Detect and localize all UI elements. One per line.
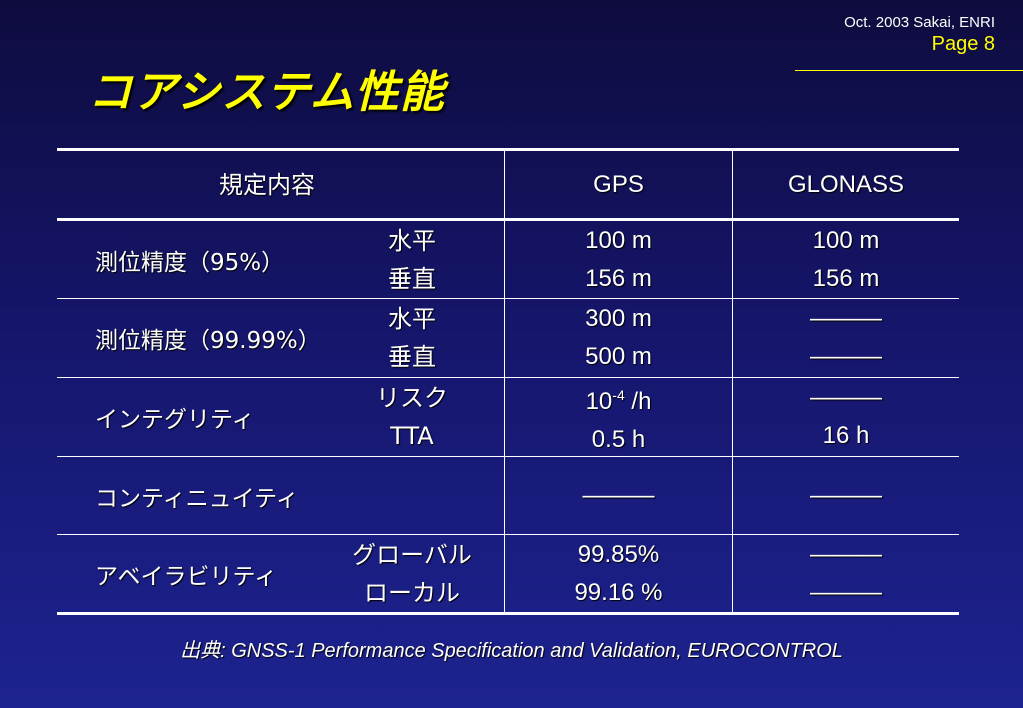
sublabel: ローカル xyxy=(364,578,460,607)
page-number: Page 8 xyxy=(931,33,995,55)
glonass-value: 100 m xyxy=(812,226,880,254)
row-label: 測位精度（99.99%） xyxy=(95,328,321,354)
gps-values: 300 m 500 m xyxy=(505,299,732,377)
row-divider xyxy=(57,534,959,535)
header-glonass: GLONASS xyxy=(787,170,905,198)
row-sublabels: リスク TTA xyxy=(357,378,467,456)
glonass-dash: ——— xyxy=(810,578,882,606)
row-label: 測位精度（95%） xyxy=(95,249,285,276)
glonass-values: ——— xyxy=(733,457,959,534)
gps-value: 100 m xyxy=(585,226,652,254)
header-info: Oct. 2003 Sakai, ENRI Page 8 xyxy=(765,14,995,56)
table-bottom-rule xyxy=(57,612,959,615)
header-meta: Oct. 2003 Sakai, ENRI xyxy=(844,14,995,31)
header-gps: GPS xyxy=(593,170,644,198)
gps-values: 99.85% 99.16 % xyxy=(505,535,732,612)
row-label: アベイラビリティ xyxy=(95,563,278,590)
sublabel: グローバル xyxy=(352,540,472,569)
row-sublabels: 水平 垂直 xyxy=(357,299,467,377)
glonass-values: ——— 16 h xyxy=(733,378,959,456)
sublabel: 水平 xyxy=(388,226,436,255)
row-label: インテグリティ xyxy=(95,407,255,433)
header-divider xyxy=(795,70,1023,71)
column-divider xyxy=(732,151,733,612)
citation-text: : GNSS-1 Performance Specification and V… xyxy=(220,640,843,662)
citation-prefix: 出典 xyxy=(180,638,221,662)
gps-dash: ——— xyxy=(582,481,655,509)
sublabel: 垂直 xyxy=(388,343,436,371)
glonass-dash: ——— xyxy=(810,343,882,370)
row-divider xyxy=(57,456,959,457)
glonass-dash: ——— xyxy=(810,305,882,332)
glonass-value: 156 m xyxy=(812,264,880,292)
glonass-values: ——— ——— xyxy=(733,299,959,377)
row-sublabels: 水平 垂直 xyxy=(357,221,467,298)
gps-value: 0.5 h xyxy=(591,425,646,453)
glonass-dash: ——— xyxy=(810,384,882,411)
gps-values: 100 m 156 m xyxy=(505,221,732,298)
sublabel: TTA xyxy=(390,422,434,450)
row-divider xyxy=(57,298,959,299)
glonass-values: ——— ——— xyxy=(733,535,959,612)
table-top-rule xyxy=(57,148,959,151)
sublabel: リスク xyxy=(376,384,448,412)
slide-title: コアシステム性能 xyxy=(88,67,445,118)
glonass-dash: ——— xyxy=(810,481,882,509)
source-citation: 出典: GNSS-1 Performance Specification and… xyxy=(0,634,1023,663)
row-divider xyxy=(57,377,959,378)
table-header-rule xyxy=(57,218,959,221)
gps-value: 300 m xyxy=(585,305,652,332)
gps-value: 500 m xyxy=(585,343,652,370)
gps-value: 99.85% xyxy=(577,540,660,568)
glonass-dash: ——— xyxy=(810,540,882,568)
sublabel: 水平 xyxy=(388,305,436,333)
glonass-values: 100 m 156 m xyxy=(733,221,959,298)
gps-value-risk: 10-4 /h xyxy=(585,386,652,415)
glonass-value: 16 h xyxy=(822,422,870,449)
sublabel: 垂直 xyxy=(388,264,436,293)
gps-values: ——— xyxy=(505,457,732,534)
gps-values: 10-4 /h 0.5 h xyxy=(505,378,732,456)
column-divider xyxy=(504,151,505,612)
row-sublabels: グローバル ローカル xyxy=(332,535,492,612)
gps-value: 99.16 % xyxy=(574,578,663,606)
header-spec: 規定内容 xyxy=(219,170,315,199)
row-label: コンティニュイティ xyxy=(95,485,299,512)
gps-value: 156 m xyxy=(585,264,652,292)
